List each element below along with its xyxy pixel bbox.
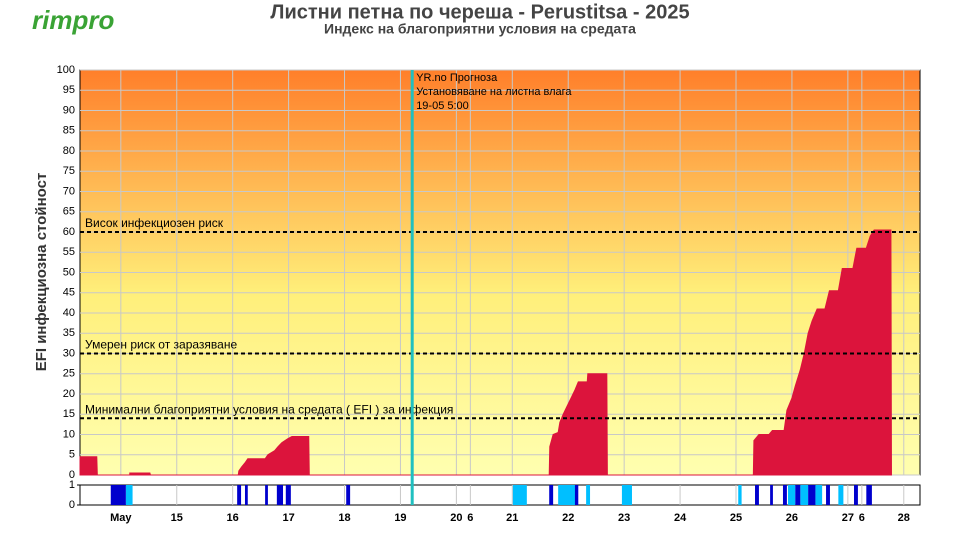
wetness-bar <box>866 485 872 505</box>
y-tick-label: 95 <box>63 84 75 96</box>
wetness-bar <box>244 485 248 505</box>
y-tick-label: 55 <box>63 246 75 258</box>
x-tick-label: 24 <box>674 512 687 524</box>
y-tick-label: 45 <box>63 287 75 299</box>
wetness-bar <box>549 485 554 505</box>
wetness-bar <box>558 485 577 505</box>
wetness-bar <box>265 485 268 505</box>
y-tick-label: 0 <box>69 499 75 511</box>
y-tick-label: 20 <box>63 388 75 400</box>
wetness-bar <box>788 485 796 505</box>
wetness-bar <box>854 485 858 505</box>
y-tick-label: 100 <box>57 64 75 76</box>
wetness-bar <box>125 485 133 505</box>
wetness-bar <box>770 485 773 505</box>
threshold-label: Висок инфекциозен риск <box>85 216 224 230</box>
y-tick-label: 75 <box>63 165 75 177</box>
x-tick-label: 6 <box>859 512 865 524</box>
y-tick-label: 5 <box>69 449 75 461</box>
forecast-label: 19-05 5:00 <box>416 100 469 112</box>
wetness-bar <box>512 485 527 505</box>
x-tick-label: 18 <box>338 512 350 524</box>
y-tick-label: 0 <box>69 469 75 481</box>
wetness-bar <box>586 485 591 505</box>
x-tick-label: 17 <box>282 512 294 524</box>
wetness-bar <box>800 485 809 505</box>
y-tick-label: 10 <box>63 428 75 440</box>
logo: rimpro <box>32 5 114 35</box>
x-tick-label: 23 <box>618 512 630 524</box>
x-tick-label: 26 <box>786 512 798 524</box>
y-tick-label: 60 <box>63 226 75 238</box>
y-tick-label: 1 <box>69 479 75 491</box>
wetness-bar <box>276 485 284 505</box>
wetness-bar <box>574 485 579 505</box>
x-tick-label: 28 <box>898 512 910 524</box>
y-tick-label: 65 <box>63 206 75 218</box>
y-tick-label: 90 <box>63 104 75 116</box>
y-tick-label: 15 <box>63 408 75 420</box>
wetness-bar <box>755 485 759 505</box>
y-tick-label: 35 <box>63 327 75 339</box>
chart-title: Листни петна по череша - Perustitsa - 20… <box>270 1 689 23</box>
x-tick-label: May <box>110 512 132 524</box>
x-tick-label: 21 <box>506 512 518 524</box>
wetness-bar <box>285 485 291 505</box>
x-tick-label: 27 <box>842 512 854 524</box>
wetness-bar <box>621 485 632 505</box>
y-tick-label: 85 <box>63 125 75 137</box>
x-tick-label: 6 <box>467 512 473 524</box>
y-axis-label: EFI инфекциозна стойност <box>33 173 50 372</box>
wetness-bar <box>237 485 242 505</box>
wetness-bar <box>838 485 844 505</box>
forecast-label: Установяване на листна влага <box>416 86 572 98</box>
wetness-bar <box>738 485 742 505</box>
x-tick-label: 22 <box>562 512 574 524</box>
wetness-bar <box>808 485 816 505</box>
y-tick-label: 50 <box>63 266 75 278</box>
x-tick-label: 19 <box>394 512 406 524</box>
wetness-bar <box>110 485 126 505</box>
y-tick-label: 40 <box>63 307 75 319</box>
x-tick-label: 25 <box>730 512 742 524</box>
y-tick-label: 25 <box>63 368 75 380</box>
y-tick-label: 80 <box>63 145 75 157</box>
chart-subtitle: Индекс на благоприятни условия на средат… <box>324 21 636 37</box>
y-tick-label: 30 <box>63 347 75 359</box>
x-tick-label: 15 <box>171 512 183 524</box>
wetness-bar <box>826 485 830 505</box>
threshold-label: Минимални благоприятни условия на средат… <box>85 402 453 416</box>
x-tick-label: 20 <box>450 512 462 524</box>
y-tick-label: 70 <box>63 185 75 197</box>
wetness-bar <box>795 485 801 505</box>
wetness-bar <box>346 485 351 505</box>
forecast-label: YR.no Прогноза <box>416 72 498 84</box>
efi-area <box>79 229 892 476</box>
x-tick-label: 16 <box>227 512 239 524</box>
wetness-bar <box>782 485 787 505</box>
threshold-label: Умерен риск от заразяване <box>85 338 237 352</box>
wetness-bar <box>815 485 823 505</box>
